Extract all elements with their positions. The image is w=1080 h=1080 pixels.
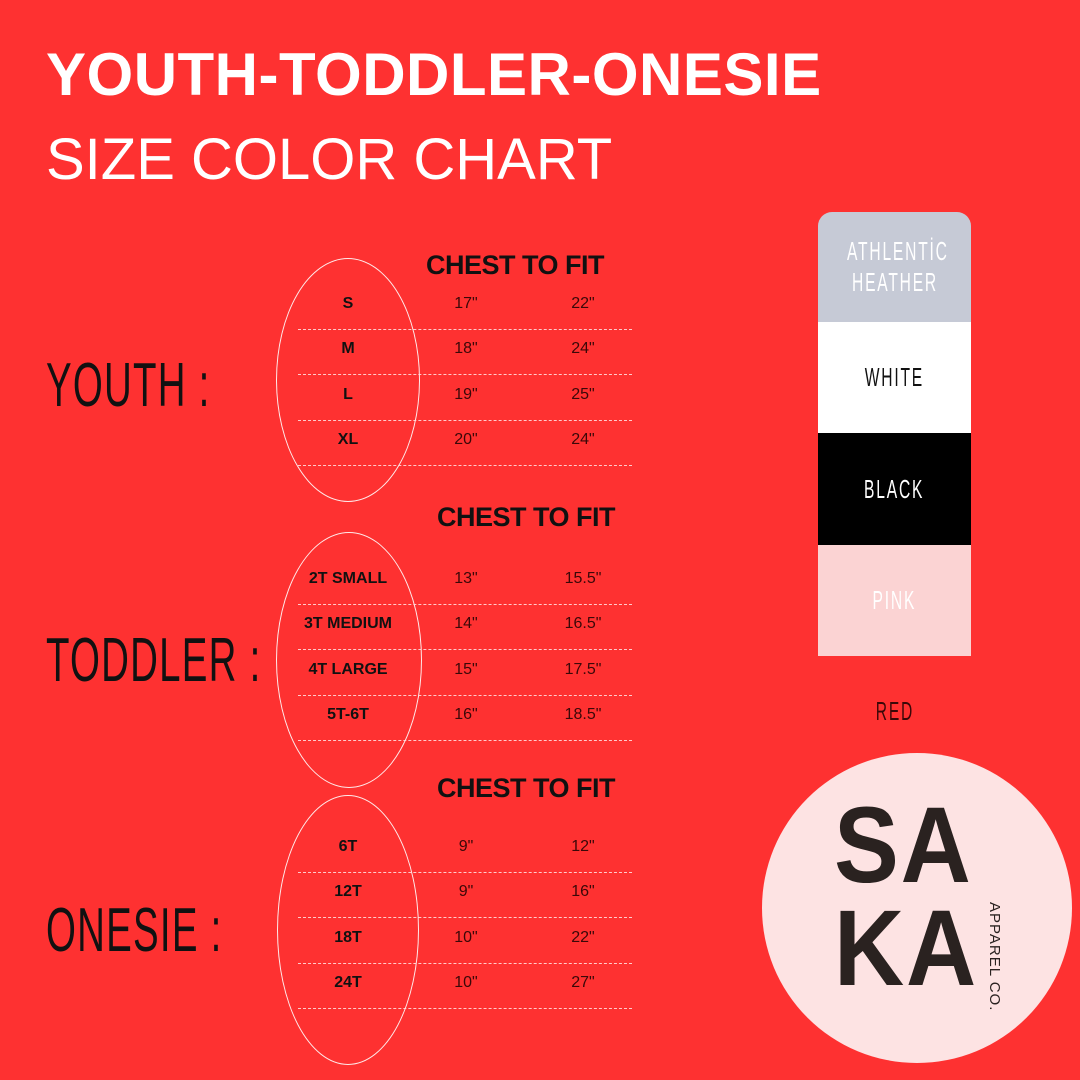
chest-max: 18.5" xyxy=(564,705,602,723)
row-divider xyxy=(298,419,632,421)
size-name: 4T LARGE xyxy=(308,660,388,678)
chest-max: 16" xyxy=(571,883,595,901)
size-row: 2T SMALL 13" 15.5" xyxy=(298,560,632,605)
chest-max: 25" xyxy=(571,385,595,403)
section-label: TODDLER : xyxy=(46,626,262,695)
row-divider xyxy=(298,872,632,873)
chest-min: 10" xyxy=(454,973,478,991)
chest-max: 16.5" xyxy=(564,615,602,633)
chest-to-fit-heading: CHEST TO FIT xyxy=(426,250,605,280)
color-swatch: RED xyxy=(818,690,971,732)
logo-subtitle: APPAREL CO. xyxy=(986,902,1003,1012)
size-name: XL xyxy=(337,430,359,448)
row-divider xyxy=(298,739,632,741)
row-divider xyxy=(298,962,632,964)
chest-min: 20" xyxy=(454,430,478,448)
size-name: 2T SMALL xyxy=(308,570,388,587)
size-row: 3T MEDIUM 14" 16.5" xyxy=(298,605,632,651)
row-divider xyxy=(298,649,632,651)
size-row: 12T 9" 16" xyxy=(298,873,632,919)
size-name: M xyxy=(341,340,355,358)
chest-min: 13" xyxy=(454,570,478,587)
size-name: L xyxy=(343,385,353,403)
chest-max: 17.5" xyxy=(564,660,602,678)
color-swatch: PINK xyxy=(818,545,971,656)
row-divider xyxy=(298,329,632,330)
size-row: 18T 10" 22" xyxy=(298,919,632,964)
row-divider xyxy=(298,374,632,376)
chest-min: 10" xyxy=(454,928,478,946)
row-divider xyxy=(298,694,632,696)
color-name: RED xyxy=(875,695,914,726)
chest-max: 12" xyxy=(571,838,595,855)
saka-logo: SA KA xyxy=(762,753,1072,1063)
size-highlight-ellipse xyxy=(276,532,422,788)
size-name: 24T xyxy=(334,973,362,991)
color-swatch: BLACK xyxy=(818,433,971,545)
section-label: YOUTH : xyxy=(46,351,211,420)
size-highlight-ellipse xyxy=(276,258,420,502)
color-name: ATHLENTİC HEATHER xyxy=(846,236,949,297)
chest-min: 19" xyxy=(454,385,478,403)
size-name: 6T xyxy=(338,838,358,855)
chest-to-fit-heading: CHEST TO FIT xyxy=(437,502,616,532)
size-name: 3T MEDIUM xyxy=(304,615,392,633)
size-name: 18T xyxy=(334,928,362,946)
color-swatch: ATHLENTİC HEATHER xyxy=(818,212,971,322)
size-row: 5T-6T 16" 18.5" xyxy=(298,696,632,741)
chest-to-fit-heading: CHEST TO FIT xyxy=(437,773,616,803)
size-row: 6T 9" 12" xyxy=(298,828,632,873)
logo-line2: KA xyxy=(834,887,978,1008)
row-divider xyxy=(298,464,632,466)
chest-min: 16" xyxy=(454,705,478,723)
size-row: M 18" 24" xyxy=(298,330,632,376)
row-divider xyxy=(298,917,632,919)
size-row: L 19" 25" xyxy=(298,376,632,421)
size-name: 5T-6T xyxy=(327,705,369,723)
row-divider xyxy=(298,1007,632,1009)
chest-min: 9" xyxy=(458,883,474,901)
chest-max: 22" xyxy=(571,295,595,312)
color-swatch: WHITE xyxy=(818,322,971,433)
logo-line1: SA xyxy=(834,784,973,905)
chest-max: 24" xyxy=(571,430,595,448)
size-row: 4T LARGE 15" 17.5" xyxy=(298,651,632,696)
chest-max: 22" xyxy=(571,928,595,946)
color-name: WHITE xyxy=(864,362,925,392)
row-divider xyxy=(298,604,632,605)
chest-max: 15.5" xyxy=(564,570,602,587)
section-label: ONESIE : xyxy=(46,896,223,965)
size-name: 12T xyxy=(334,883,362,901)
chest-min: 14" xyxy=(454,615,478,633)
chest-max: 24" xyxy=(571,340,595,358)
color-name: PINK xyxy=(872,585,917,615)
chest-max: 27" xyxy=(571,973,595,991)
size-name: S xyxy=(342,295,354,312)
page-title: YOUTH-TODDLER-ONESIE xyxy=(46,41,822,108)
page-subtitle: SIZE COLOR CHART xyxy=(46,127,613,192)
size-row: 24T 10" 27" xyxy=(298,964,632,1009)
size-row: XL 20" 24" xyxy=(298,421,632,466)
chest-min: 9" xyxy=(458,838,474,855)
size-highlight-ellipse xyxy=(277,795,419,1065)
chest-min: 15" xyxy=(454,660,478,678)
chest-min: 17" xyxy=(454,295,478,312)
color-name: BLACK xyxy=(864,473,925,504)
size-row: S 17" 22" xyxy=(298,285,632,330)
chest-min: 18" xyxy=(454,340,478,358)
